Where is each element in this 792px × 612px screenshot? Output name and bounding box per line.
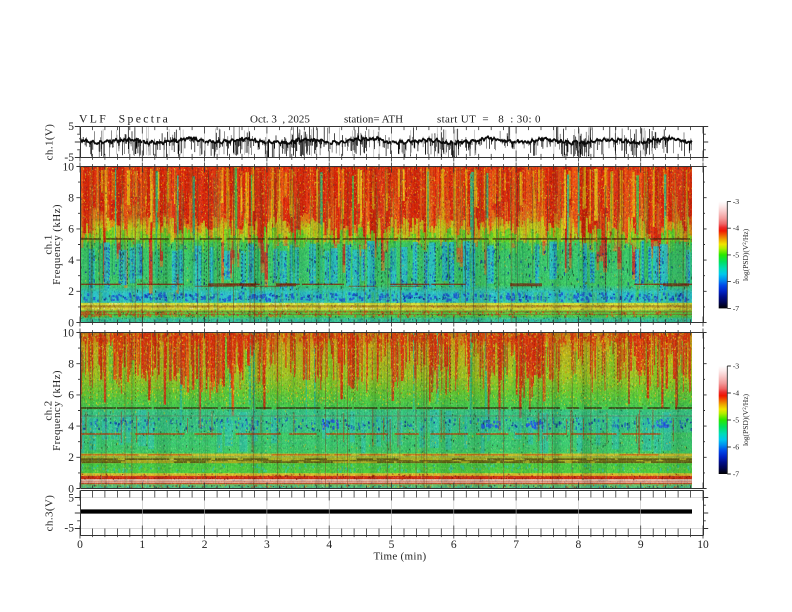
svg-text:ch.1(V): ch.1(V) bbox=[44, 124, 56, 161]
svg-text:10: 10 bbox=[697, 539, 709, 551]
svg-text:5: 5 bbox=[389, 539, 395, 551]
svg-text:start UT = 8 : 30: 0: start UT = 8 : 30: 0 bbox=[437, 114, 541, 126]
svg-text:VLF Spectra: VLF Spectra bbox=[79, 113, 170, 126]
svg-text:5: 5 bbox=[68, 492, 74, 504]
svg-text:6: 6 bbox=[68, 390, 74, 402]
svg-text:-5: -5 bbox=[733, 415, 740, 424]
svg-text:9: 9 bbox=[638, 539, 644, 551]
svg-text:10: 10 bbox=[63, 161, 75, 173]
svg-text:-6: -6 bbox=[733, 442, 740, 451]
svg-text:2: 2 bbox=[68, 286, 74, 298]
svg-text:2: 2 bbox=[68, 452, 74, 464]
svg-text:6: 6 bbox=[68, 224, 74, 236]
svg-text:8: 8 bbox=[576, 539, 582, 551]
svg-text:-3: -3 bbox=[733, 197, 740, 206]
svg-text:3: 3 bbox=[264, 539, 270, 551]
svg-text:7: 7 bbox=[513, 539, 519, 551]
svg-text:-7: -7 bbox=[733, 469, 740, 478]
svg-text:4: 4 bbox=[326, 539, 332, 551]
svg-text:6: 6 bbox=[451, 539, 457, 551]
svg-text:8: 8 bbox=[68, 359, 74, 371]
svg-text:-5: -5 bbox=[64, 523, 74, 535]
svg-text:4: 4 bbox=[68, 421, 74, 433]
svg-text:0: 0 bbox=[68, 317, 74, 329]
svg-text:station= ATH: station= ATH bbox=[344, 114, 403, 126]
svg-text:ch.3(V): ch.3(V) bbox=[44, 495, 56, 532]
svg-text:Oct. 3 , 2025: Oct. 3 , 2025 bbox=[250, 114, 310, 126]
svg-text:Time (min): Time (min) bbox=[373, 550, 426, 562]
svg-text:5: 5 bbox=[68, 121, 74, 133]
svg-text:-3: -3 bbox=[733, 361, 740, 370]
svg-text:-4: -4 bbox=[733, 388, 740, 397]
svg-text:0: 0 bbox=[77, 539, 83, 551]
svg-text:2: 2 bbox=[202, 539, 208, 551]
svg-text:8: 8 bbox=[68, 193, 74, 205]
svg-text:ch.2: ch.2 bbox=[43, 400, 55, 420]
svg-text:-5: -5 bbox=[733, 250, 740, 259]
svg-text:-5: -5 bbox=[64, 152, 74, 164]
svg-text:4: 4 bbox=[68, 255, 74, 267]
svg-text:log(PSD)(V2/Hz): log(PSD)(V2/Hz) bbox=[741, 393, 750, 446]
svg-text:1: 1 bbox=[139, 539, 145, 551]
svg-text:-4: -4 bbox=[733, 224, 740, 233]
svg-text:Frequency (kHz): Frequency (kHz) bbox=[51, 370, 63, 451]
svg-text:0: 0 bbox=[68, 483, 74, 495]
svg-text:ch.1: ch.1 bbox=[43, 234, 55, 254]
svg-text:Frequency (kHz): Frequency (kHz) bbox=[51, 204, 63, 285]
svg-text:log(PSD)(V2/Hz): log(PSD)(V2/Hz) bbox=[741, 228, 750, 281]
svg-text:10: 10 bbox=[63, 327, 75, 339]
svg-text:-6: -6 bbox=[733, 277, 740, 286]
svg-text:-7: -7 bbox=[733, 304, 740, 313]
